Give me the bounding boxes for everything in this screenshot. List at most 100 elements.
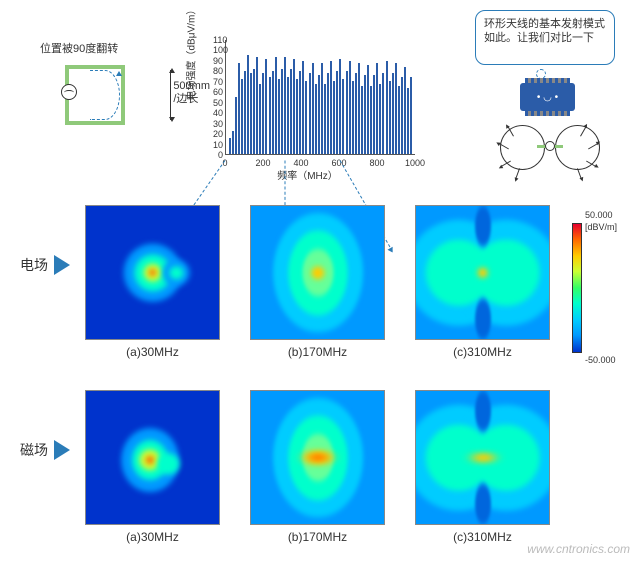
colorbar-min: -50.000 xyxy=(585,355,616,365)
arrow-right-icon xyxy=(54,440,70,460)
field-panel xyxy=(250,390,385,525)
spectrum-bar xyxy=(312,63,314,154)
ytick: 70 xyxy=(213,77,223,87)
spectrum-bar xyxy=(318,75,320,154)
speech-text: 环形天线的基本发射模式如此。让我们对比一下 xyxy=(484,18,605,44)
ytick: 50 xyxy=(213,98,223,108)
field-blob xyxy=(149,269,157,277)
spectrum-bar xyxy=(382,73,384,154)
spectrum-bar xyxy=(398,86,400,154)
spectrum-bar xyxy=(287,77,289,154)
loop-rotate-label: 位置被90度翻转 xyxy=(40,40,118,56)
loop-antenna-diagram: 位置被90度翻转 500mm /边长 xyxy=(40,45,170,155)
spectrum-bar xyxy=(330,61,332,154)
field-blob xyxy=(475,206,491,246)
spectrum-bar xyxy=(305,81,307,154)
spectrum-bar xyxy=(232,131,234,154)
field-blob xyxy=(475,484,491,524)
xtick: 400 xyxy=(293,158,308,168)
colorbar-unit: [dBV/m] xyxy=(585,222,617,232)
ytick: 90 xyxy=(213,56,223,66)
field-panel xyxy=(250,205,385,340)
spectrum-bar xyxy=(244,71,246,154)
spectrum-bar xyxy=(269,77,271,154)
chart-xlabel: 频率（MHz） xyxy=(277,167,338,182)
hfield-row-label: 磁场 xyxy=(20,440,70,460)
dipole-source-icon xyxy=(545,141,555,151)
spectrum-bar xyxy=(265,59,267,154)
figure-container: 位置被90度翻转 500mm /边长 电场强度（dBμV/m） 频率（MHz） … xyxy=(0,0,640,561)
spectrum-bar xyxy=(349,61,351,154)
field-blob xyxy=(310,454,324,462)
xtick: 200 xyxy=(255,158,270,168)
ytick: 20 xyxy=(213,129,223,139)
field-blob xyxy=(475,299,491,339)
efield-label-text: 电场 xyxy=(20,255,48,275)
spectrum-bar xyxy=(339,59,341,154)
ytick: 80 xyxy=(213,66,223,76)
spectrum-bar xyxy=(262,73,264,154)
spectrum-bar xyxy=(346,71,348,154)
spectrum-bar xyxy=(302,61,304,154)
panel-caption: (b)170MHz xyxy=(250,345,385,359)
spectrum-bar xyxy=(324,84,326,154)
field-blob xyxy=(472,452,493,463)
spectrum-bar xyxy=(284,57,286,154)
speech-bubble: 环形天线的基本发射模式如此。让我们对比一下 xyxy=(475,10,615,65)
ytick: 10 xyxy=(213,140,223,150)
field-panel-wrap: (c)310MHz xyxy=(415,390,550,544)
spectrum-chart: 电场强度（dBμV/m） 频率（MHz） 0102030405060708090… xyxy=(195,35,420,180)
xtick: 1000 xyxy=(405,158,425,168)
spectrum-bar xyxy=(376,63,378,154)
spectrum-bar xyxy=(367,65,369,154)
chart-plot-area xyxy=(225,40,415,155)
spectrum-bar xyxy=(379,84,381,154)
spectrum-bar xyxy=(342,79,344,154)
hfield-label-text: 磁场 xyxy=(20,440,48,460)
ytick: 110 xyxy=(213,35,223,45)
spectrum-bar xyxy=(333,81,335,154)
colorbar: 50.000 [dBV/m] -50.000 xyxy=(567,205,622,370)
spectrum-bar xyxy=(364,75,366,154)
radiation-arrow-icon xyxy=(515,168,520,180)
spectrum-bar xyxy=(392,73,394,154)
efield-panels-row: (a)30MHz (b)170MHz (c)310MHz xyxy=(85,205,550,359)
spectrum-bar xyxy=(336,71,338,154)
spectrum-bar xyxy=(404,67,406,154)
chart-bars xyxy=(226,40,415,154)
spectrum-bar xyxy=(275,57,277,154)
efield-row-label: 电场 xyxy=(20,255,70,275)
spectrum-bar xyxy=(299,71,301,154)
source-icon xyxy=(61,84,77,100)
spectrum-bar xyxy=(321,63,323,154)
field-blob xyxy=(477,267,488,278)
colorbar-gradient xyxy=(572,223,582,353)
panel-caption: (c)310MHz xyxy=(415,345,550,359)
field-panel-wrap: (a)30MHz xyxy=(85,390,220,544)
field-panel xyxy=(85,205,220,340)
spectrum-bar xyxy=(309,73,311,154)
spectrum-bar xyxy=(250,73,252,154)
spectrum-bar xyxy=(370,86,372,154)
ytick: 40 xyxy=(213,108,223,118)
spectrum-bar xyxy=(358,63,360,154)
spectrum-bar xyxy=(296,79,298,154)
hfield-panels-row: (a)30MHz (b)170MHz (c)310MHz xyxy=(85,390,550,544)
spectrum-bar xyxy=(238,63,240,154)
current-arrow-icon xyxy=(90,70,120,120)
spectrum-bar xyxy=(315,84,317,154)
field-blob xyxy=(146,456,154,464)
field-blob xyxy=(475,391,491,431)
spectrum-bar xyxy=(395,63,397,154)
field-panel-wrap: (c)310MHz xyxy=(415,205,550,359)
field-panel-wrap: (b)170MHz xyxy=(250,205,385,359)
spectrum-bar xyxy=(290,69,292,154)
spectrum-bar xyxy=(253,69,255,154)
field-panel xyxy=(415,205,550,340)
panel-caption: (a)30MHz xyxy=(85,345,220,359)
chip-icon: • ◡ • xyxy=(520,83,575,111)
ytick: 60 xyxy=(213,87,223,97)
field-panel-wrap: (a)30MHz xyxy=(85,205,220,359)
radiation-arrow-icon xyxy=(577,168,582,180)
panel-caption: (b)170MHz xyxy=(250,530,385,544)
